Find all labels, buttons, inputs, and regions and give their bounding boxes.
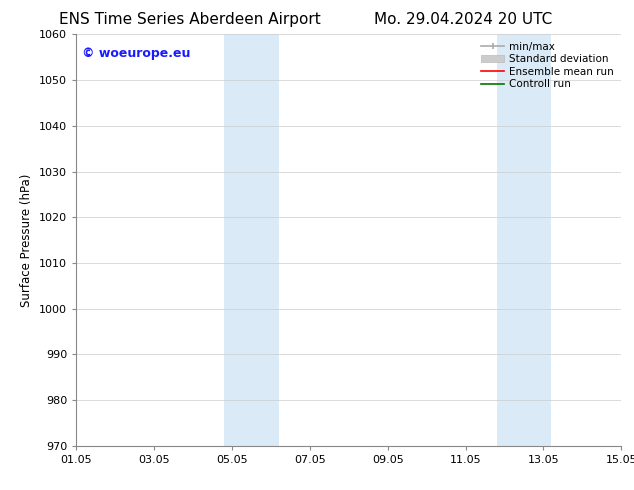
Text: © woeurope.eu: © woeurope.eu	[82, 47, 190, 60]
Bar	[224, 34, 278, 446]
Bar	[496, 34, 551, 446]
Text: ENS Time Series Aberdeen Airport: ENS Time Series Aberdeen Airport	[60, 12, 321, 27]
Y-axis label: Surface Pressure (hPa): Surface Pressure (hPa)	[20, 173, 34, 307]
Legend: min/max, Standard deviation, Ensemble mean run, Controll run: min/max, Standard deviation, Ensemble me…	[479, 40, 616, 92]
Text: Mo. 29.04.2024 20 UTC: Mo. 29.04.2024 20 UTC	[373, 12, 552, 27]
